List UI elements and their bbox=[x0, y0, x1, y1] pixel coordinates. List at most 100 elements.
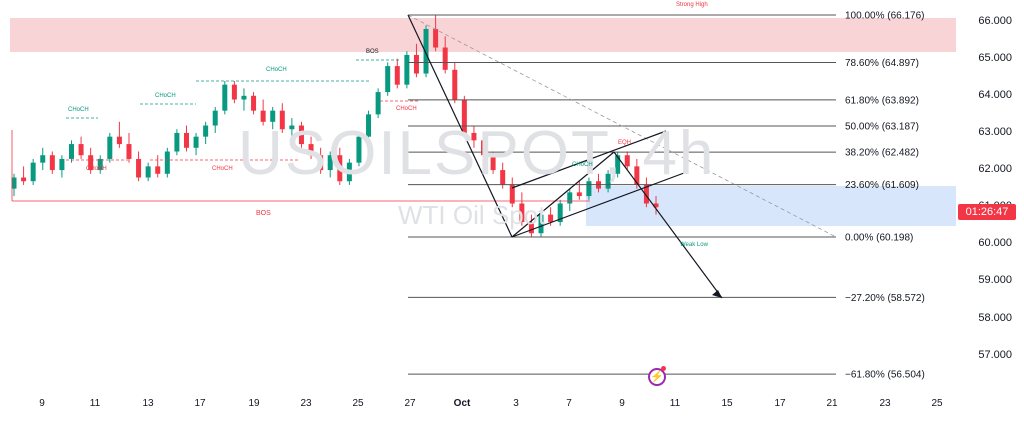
candle bbox=[11, 173, 17, 197]
candle-body bbox=[78, 144, 84, 156]
candle bbox=[528, 214, 534, 237]
candle bbox=[279, 103, 285, 133]
candle-body bbox=[605, 173, 611, 189]
candle bbox=[88, 147, 94, 174]
candle-body bbox=[174, 132, 180, 152]
date-axis-label: 9 bbox=[39, 398, 45, 409]
candle bbox=[346, 158, 352, 185]
candle-body bbox=[11, 177, 17, 189]
candle bbox=[394, 58, 400, 89]
candle bbox=[567, 188, 573, 211]
candle-body bbox=[394, 66, 400, 85]
date-axis-label: 7 bbox=[566, 398, 572, 409]
impulse-leg-down bbox=[407, 14, 513, 238]
date-axis-label: 11 bbox=[669, 398, 681, 409]
candle bbox=[490, 151, 496, 174]
candle-body bbox=[366, 114, 372, 137]
candle-body bbox=[30, 162, 36, 182]
date-axis-label: 23 bbox=[300, 398, 312, 409]
choch-label-4: CHoCH bbox=[86, 166, 107, 172]
candle bbox=[126, 132, 132, 163]
date-axis-label: 25 bbox=[931, 398, 943, 409]
candle-body bbox=[442, 47, 448, 70]
candle bbox=[155, 155, 161, 178]
candle-body bbox=[40, 155, 46, 163]
candle bbox=[260, 99, 266, 126]
candle-body bbox=[452, 69, 458, 100]
price-axis-label: 60.000 bbox=[978, 237, 1012, 250]
candle-body bbox=[145, 166, 151, 178]
candle-body bbox=[164, 151, 170, 174]
candle-body bbox=[356, 136, 362, 163]
strong-high-label: Strong High bbox=[676, 2, 708, 8]
candle-body bbox=[97, 158, 103, 171]
candle bbox=[318, 147, 324, 174]
date-axis-label: 17 bbox=[774, 398, 786, 409]
candle bbox=[615, 151, 621, 178]
candle-body bbox=[557, 203, 563, 223]
candle-body bbox=[461, 99, 467, 133]
candle-body bbox=[260, 110, 266, 122]
price-axis-label: 64.000 bbox=[978, 88, 1012, 101]
candle-body bbox=[212, 110, 218, 126]
candle-body bbox=[21, 177, 27, 182]
candle bbox=[183, 125, 189, 152]
candle bbox=[423, 25, 429, 78]
candle bbox=[59, 155, 65, 178]
candle bbox=[624, 151, 630, 171]
candle bbox=[375, 88, 381, 119]
candle-body bbox=[49, 155, 55, 171]
fib-level-label: −27.20% (58.572) bbox=[845, 293, 925, 304]
candle-body bbox=[183, 132, 189, 148]
watermark-symbol: USOILSPOT, 4h bbox=[238, 119, 716, 188]
candle-body bbox=[538, 214, 544, 234]
candle-body bbox=[634, 166, 640, 185]
choch-label-2: CHoCH bbox=[155, 93, 176, 99]
demand-zone bbox=[586, 186, 956, 226]
candle-body bbox=[241, 95, 247, 100]
candle-body bbox=[222, 84, 228, 111]
candle-body bbox=[251, 95, 257, 111]
fib-level-label: 0.00% (60.198) bbox=[845, 233, 913, 244]
candle-body bbox=[653, 203, 659, 208]
candle bbox=[509, 177, 515, 208]
price-axis-label: 62.000 bbox=[978, 163, 1012, 176]
choch-label-7: CHoCH bbox=[572, 162, 593, 168]
candle-body bbox=[423, 28, 429, 74]
notification-dot-icon bbox=[661, 366, 666, 371]
fib-level-label: −61.80% (56.504) bbox=[845, 370, 925, 381]
candle-body bbox=[490, 155, 496, 171]
candle bbox=[308, 136, 314, 159]
candle-body bbox=[88, 155, 94, 171]
candle-body bbox=[643, 184, 649, 204]
candle-body bbox=[346, 162, 352, 182]
candle-body bbox=[289, 125, 295, 130]
channel-lower bbox=[511, 172, 685, 238]
candles-layer bbox=[11, 14, 659, 237]
candle-body bbox=[270, 110, 276, 122]
fib-level-label: 50.00% (63.187) bbox=[845, 122, 919, 133]
fib-level-label: 38.20% (62.482) bbox=[845, 148, 919, 159]
candle bbox=[164, 147, 170, 178]
price-axis-label: 66.000 bbox=[978, 14, 1012, 27]
lightning-alert-icon[interactable]: ⚡ bbox=[648, 368, 666, 386]
candle bbox=[404, 51, 410, 89]
candle bbox=[538, 210, 544, 237]
candle bbox=[21, 166, 27, 185]
candle bbox=[298, 121, 304, 148]
candle-body bbox=[298, 125, 304, 145]
date-axis-label: 21 bbox=[826, 398, 838, 409]
candle-body bbox=[193, 136, 199, 148]
projection-leg-down bbox=[613, 151, 723, 299]
candle-body bbox=[385, 66, 391, 93]
candle bbox=[222, 80, 228, 115]
candle bbox=[116, 121, 122, 148]
candle-body bbox=[624, 155, 630, 167]
candle bbox=[605, 170, 611, 193]
choch-label-6: CHoCH bbox=[396, 106, 417, 112]
candle bbox=[174, 129, 180, 156]
date-axis-label: 25 bbox=[352, 398, 364, 409]
candle bbox=[49, 151, 55, 174]
candle-body bbox=[126, 144, 132, 159]
